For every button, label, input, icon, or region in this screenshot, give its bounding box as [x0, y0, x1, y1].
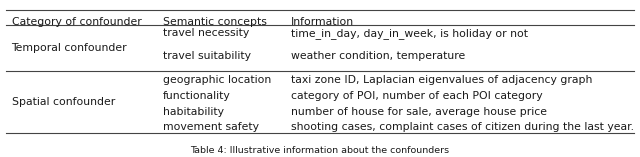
Text: Category of confounder: Category of confounder — [12, 17, 141, 27]
Text: functionality: functionality — [163, 91, 231, 101]
Text: category of POI, number of each POI category: category of POI, number of each POI cate… — [291, 91, 543, 101]
Text: geographic location: geographic location — [163, 75, 271, 85]
Text: time_in_day, day_in_week, is holiday or not: time_in_day, day_in_week, is holiday or … — [291, 28, 528, 39]
Text: number of house for sale, average house price: number of house for sale, average house … — [291, 107, 547, 117]
Text: travel suitability: travel suitability — [163, 51, 251, 62]
Text: shooting cases, complaint cases of citizen during the last year.: shooting cases, complaint cases of citiz… — [291, 122, 634, 133]
Text: Table 4: Illustrative information about the confounders: Table 4: Illustrative information about … — [191, 146, 449, 155]
Text: weather condition, temperature: weather condition, temperature — [291, 51, 465, 62]
Text: taxi zone ID, Laplacian eigenvalues of adjacency graph: taxi zone ID, Laplacian eigenvalues of a… — [291, 75, 593, 85]
Text: travel necessity: travel necessity — [163, 28, 250, 38]
Text: habitability: habitability — [163, 107, 224, 117]
Text: Information: Information — [291, 17, 355, 27]
Text: Temporal confounder: Temporal confounder — [12, 43, 127, 53]
Text: Spatial confounder: Spatial confounder — [12, 97, 115, 107]
Text: Semantic concepts: Semantic concepts — [163, 17, 267, 27]
Text: movement safety: movement safety — [163, 122, 259, 133]
